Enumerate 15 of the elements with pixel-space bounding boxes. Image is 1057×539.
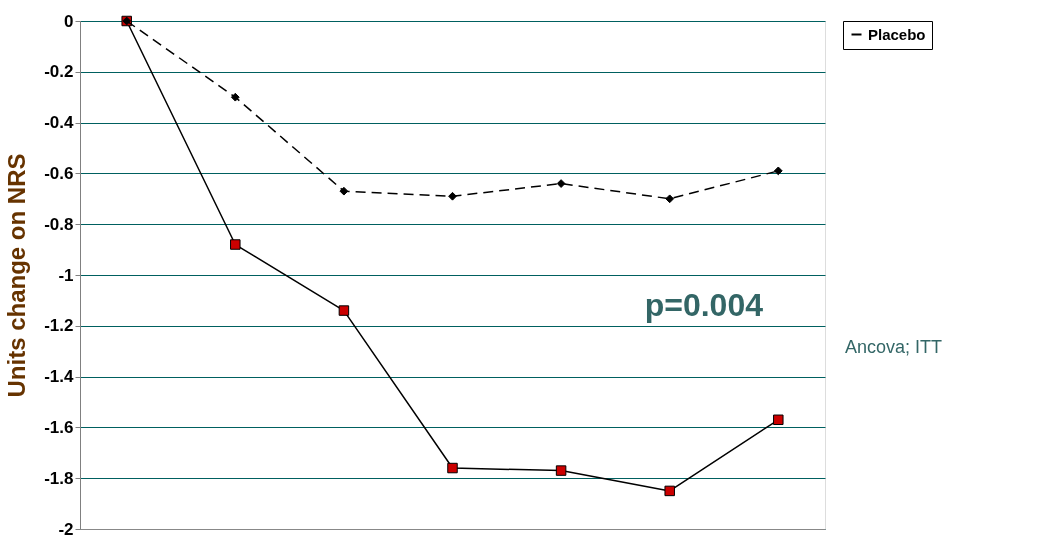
y-tick-label: -1.4 <box>44 367 75 387</box>
y-tick-label: -1.8 <box>44 468 74 488</box>
y-tick-label: -1.2 <box>44 316 74 336</box>
annotation: p=0.004 <box>644 287 764 323</box>
y-tick-label: -0.6 <box>44 163 74 183</box>
y-tick-label: -1.6 <box>44 417 74 437</box>
text: Ancova; ITT <box>845 337 943 357</box>
y-tick-label: -0.4 <box>44 113 75 133</box>
y-tick-label: 0 <box>64 11 74 31</box>
legend-label: Placebo <box>868 25 926 43</box>
y-tick-label: -0.2 <box>44 62 74 82</box>
y-tick-label: -2 <box>58 519 74 539</box>
y-tick-label: -1 <box>58 265 74 285</box>
y-axis-title: Units change on NRS <box>3 153 31 398</box>
y-tick-label: -0.8 <box>44 214 74 234</box>
